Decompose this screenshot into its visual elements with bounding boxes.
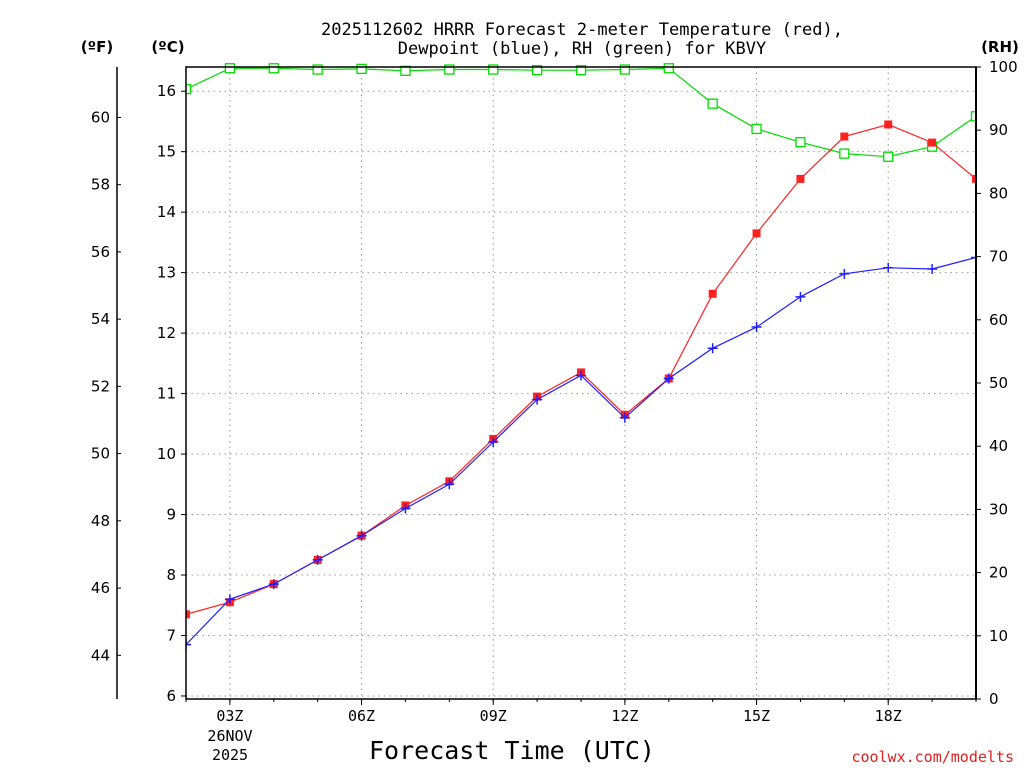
x-tick-label: 09Z: [480, 707, 507, 725]
temperature-point: [928, 138, 937, 147]
x-axis-title: Forecast Time (UTC): [369, 736, 655, 765]
dewpoint-point: [971, 252, 976, 263]
rh-line: [186, 67, 976, 158]
dewpoint-point: [751, 322, 762, 333]
dewpoint-point: [400, 503, 411, 514]
fahrenheit-tick-label: 46: [91, 579, 110, 597]
fahrenheit-tick-label: 52: [91, 377, 110, 395]
dewpoint-point: [444, 479, 455, 490]
date-label-day: 26NOV: [207, 727, 252, 745]
dewpoint-point: [356, 530, 367, 541]
celsius-tick-label: 13: [157, 264, 176, 282]
rh-point: [444, 64, 455, 75]
rh-point: [531, 65, 543, 76]
rh-unit-label: (RH): [981, 38, 1019, 56]
rh-point: [575, 65, 587, 76]
x-tick-label: 03Z: [216, 707, 243, 725]
dewpoint-point: [576, 370, 586, 381]
dewpoint-point: [312, 554, 323, 565]
celsius-tick-label: 8: [166, 566, 176, 584]
dewpoint-point: [532, 394, 543, 405]
dewpoint-point: [663, 373, 674, 384]
dewpoint-point: [619, 412, 630, 423]
grid: [186, 67, 976, 699]
chart-title-line-1: 2025112602 HRRR Forecast 2-meter Tempera…: [321, 20, 843, 40]
dewpoint-point: [839, 268, 850, 279]
celsius-tick-label: 9: [166, 506, 176, 524]
rh-tick-label: 100: [989, 58, 1018, 76]
celsius-unit-label: (ºC): [151, 38, 184, 56]
rh-tick-label: 0: [989, 690, 999, 708]
temperature-point: [796, 174, 805, 183]
fahrenheit-tick-label: 44: [91, 646, 110, 664]
rh-tick-label: 40: [989, 437, 1008, 455]
rh-point: [268, 63, 279, 74]
celsius-tick-label: 16: [157, 82, 176, 100]
fahrenheit-tick-label: 48: [91, 512, 110, 530]
rh-point: [663, 63, 674, 74]
dewpoint-point: [224, 594, 235, 605]
fahrenheit-tick-label: 54: [91, 310, 110, 328]
celsius-tick-label: 6: [166, 687, 176, 705]
x-tick-label: 15Z: [743, 707, 770, 725]
dewpoint-point: [268, 579, 279, 590]
rh-point: [883, 151, 894, 162]
fahrenheit-tick-label: 60: [91, 108, 110, 126]
rh-tick-label: 20: [989, 564, 1008, 582]
temperature-point: [884, 120, 893, 129]
x-tick-label: 18Z: [875, 707, 902, 725]
dewpoint-point: [707, 343, 718, 354]
rh-point: [224, 63, 236, 74]
dewpoint-point: [927, 263, 938, 274]
celsius-tick-label: 10: [157, 445, 176, 463]
rh-point: [619, 64, 631, 75]
plot-frame: [185, 66, 977, 700]
series: [186, 63, 976, 650]
dewpoint-point: [488, 436, 499, 447]
rh-point: [312, 64, 323, 75]
date-label-year: 2025: [212, 746, 248, 764]
fahrenheit-tick-label: 50: [91, 445, 110, 463]
credit-link[interactable]: coolwx.com/modelts: [851, 748, 1014, 766]
rh-point: [186, 83, 192, 95]
dewpoint-point: [883, 262, 894, 273]
temperature-point: [752, 229, 761, 238]
celsius-tick-label: 12: [157, 324, 176, 342]
fahrenheit-tick-label: 56: [91, 243, 110, 261]
chart-title-line-2: Dewpoint (blue), RH (green) for KBVY: [398, 39, 766, 59]
rh-tick-label: 50: [989, 374, 1008, 392]
rh-point: [970, 111, 976, 122]
temperature-point: [840, 132, 849, 141]
dewpoint-point: [795, 291, 806, 302]
rh-point: [795, 137, 806, 148]
rh-tick-label: 10: [989, 627, 1008, 645]
rh-point: [707, 98, 718, 109]
rh-tick-label: 70: [989, 248, 1008, 266]
x-tick-label: 06Z: [348, 707, 375, 725]
rh-point: [751, 123, 762, 135]
celsius-tick-label: 14: [157, 203, 176, 221]
temperature-point: [186, 610, 190, 619]
rh-point: [488, 64, 499, 75]
celsius-tick-label: 15: [157, 143, 176, 161]
rh-tick-label: 30: [989, 500, 1008, 518]
temperature-point: [708, 289, 717, 298]
fahrenheit-unit-label: (ºF): [81, 38, 113, 56]
dewpoint-point: [186, 639, 191, 650]
celsius-tick-label: 7: [166, 626, 176, 644]
rh-point: [356, 63, 367, 75]
dewpoint-line: [186, 256, 976, 646]
rh-tick-label: 80: [989, 184, 1008, 202]
celsius-tick-label: 11: [157, 385, 176, 403]
x-tick-label: 12Z: [611, 707, 638, 725]
rh-tick-label: 60: [989, 311, 1008, 329]
fahrenheit-tick-label: 58: [91, 176, 110, 194]
rh-point: [839, 148, 850, 159]
axes: 03Z 06Z 09Z 12Z 15Z 18Z 6 7 8 9 10 11 12 13 14 15 16 44 46…: [91, 58, 1018, 725]
temperature-point: [972, 174, 976, 183]
rh-tick-label: 90: [989, 121, 1008, 139]
